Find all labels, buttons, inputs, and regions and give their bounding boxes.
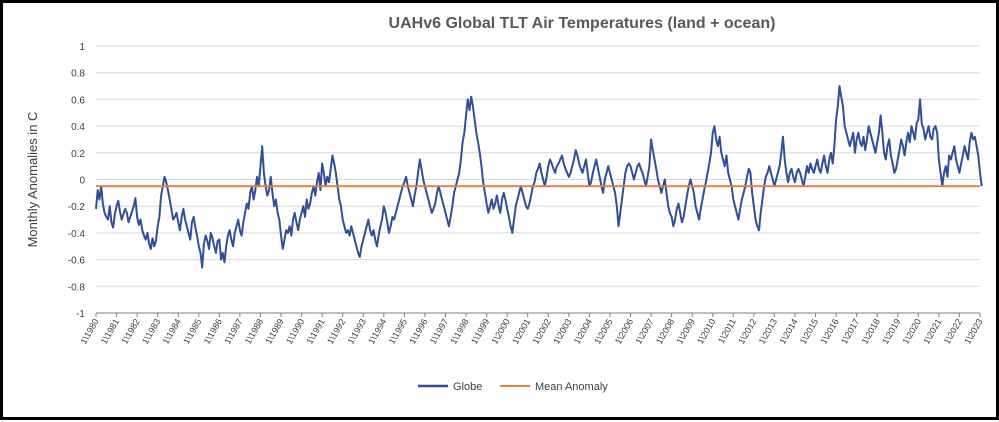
x-tick-label: 1\2017 — [839, 317, 861, 346]
x-tick-label: 1\1981 — [99, 317, 121, 346]
y-tick-label: 0.6 — [71, 95, 85, 106]
x-tick-label: 1\1996 — [407, 317, 429, 346]
x-tick-label: 1\1998 — [448, 317, 470, 346]
y-tick-label: -0.2 — [68, 202, 86, 213]
x-tick-label: 1\2003 — [551, 317, 573, 346]
x-tick-label: 1\2011 — [716, 317, 738, 345]
x-tick-label: 1\1989 — [263, 317, 285, 346]
x-tick-label: 1\1987 — [222, 317, 244, 346]
y-axis-label: Monthly Anomalies in C — [25, 112, 40, 248]
x-tick-label: 1\2007 — [633, 317, 655, 346]
x-tick-label: 1\1982 — [119, 317, 141, 346]
x-tick-label: 1\1988 — [243, 317, 265, 346]
x-tick-label: 1\2016 — [818, 317, 840, 346]
y-tick-label: 0.8 — [71, 69, 85, 80]
x-axis — [95, 312, 981, 317]
x-tick-label: 1\2009 — [674, 317, 696, 346]
series-line-globe — [95, 85, 983, 269]
y-tick-labels: 1 0.8 0.6 0.4 0.2 0 -0.2 -0.4 -0.6 -0.8 -1 — [68, 42, 86, 320]
x-tick-label: 1\1992 — [325, 317, 347, 346]
x-tick-label: 1\2006 — [613, 317, 635, 346]
x-tick-label: 1\2002 — [531, 317, 553, 346]
y-tick-label: -0.8 — [68, 282, 86, 293]
x-tick-label: 1\2022 — [942, 317, 964, 346]
x-tick-label: 1\1990 — [284, 317, 306, 346]
x-tick-label: 1\2020 — [901, 317, 923, 346]
y-tick-label: 1 — [79, 42, 85, 53]
x-tick-label: 1\2015 — [798, 317, 820, 346]
x-tick-label: 1\1995 — [387, 317, 409, 346]
chart-title: UAHv6 Global TLT Air Temperatures (land … — [389, 15, 776, 32]
legend-label-mean-anomaly: Mean Anomaly — [535, 381, 608, 393]
x-tick-label: 1\1994 — [366, 317, 388, 346]
x-tick-label: 1\2013 — [757, 317, 779, 346]
x-tick-label: 1\2000 — [489, 317, 511, 346]
x-tick-label: 1\1984 — [161, 317, 183, 346]
legend-label-globe: Globe — [453, 381, 482, 393]
x-tick-label: 1\1985 — [181, 317, 203, 346]
x-tick-label: 1\2012 — [736, 317, 758, 346]
x-tick-label: 1\2018 — [860, 317, 882, 346]
x-tick-label: 1\2001 — [510, 317, 532, 346]
x-tick-label: 1\2014 — [777, 317, 799, 346]
legend: Globe Mean Anomaly — [418, 381, 608, 393]
x-tick-label: 1\1997 — [428, 317, 450, 346]
x-tick-label: 1\2019 — [880, 317, 902, 346]
x-tick-label: 1\2008 — [654, 317, 676, 346]
x-tick-label: 1\1983 — [140, 317, 162, 346]
x-tick-labels: 1\19801\19811\19821\19831\19841\19851\19… — [78, 317, 984, 346]
x-tick-label: 1\1993 — [346, 317, 368, 346]
x-tick-label: 1\1980 — [78, 317, 100, 346]
y-tick-label: 0.2 — [71, 149, 85, 160]
y-tick-label: -0.4 — [68, 229, 86, 240]
x-tick-label: 1\2021 — [921, 317, 943, 346]
series-layer — [95, 85, 983, 269]
x-tick-label: 1\2005 — [592, 317, 614, 346]
x-tick-label: 1\2010 — [695, 317, 717, 346]
y-tick-label: -1 — [76, 309, 85, 320]
x-tick-label: 1\1986 — [202, 317, 224, 346]
x-tick-label: 1\1999 — [469, 317, 491, 346]
x-tick-label: 1\2004 — [572, 317, 594, 346]
chart-svg: UAHv6 Global TLT Air Temperatures (land … — [25, 15, 985, 393]
x-tick-label: 1\2023 — [962, 317, 984, 346]
y-tick-label: 0 — [79, 176, 85, 187]
gridlines — [96, 45, 980, 314]
y-tick-label: 0.4 — [71, 122, 85, 133]
x-tick-label: 1\1991 — [304, 317, 326, 346]
y-tick-label: -0.6 — [68, 256, 86, 267]
